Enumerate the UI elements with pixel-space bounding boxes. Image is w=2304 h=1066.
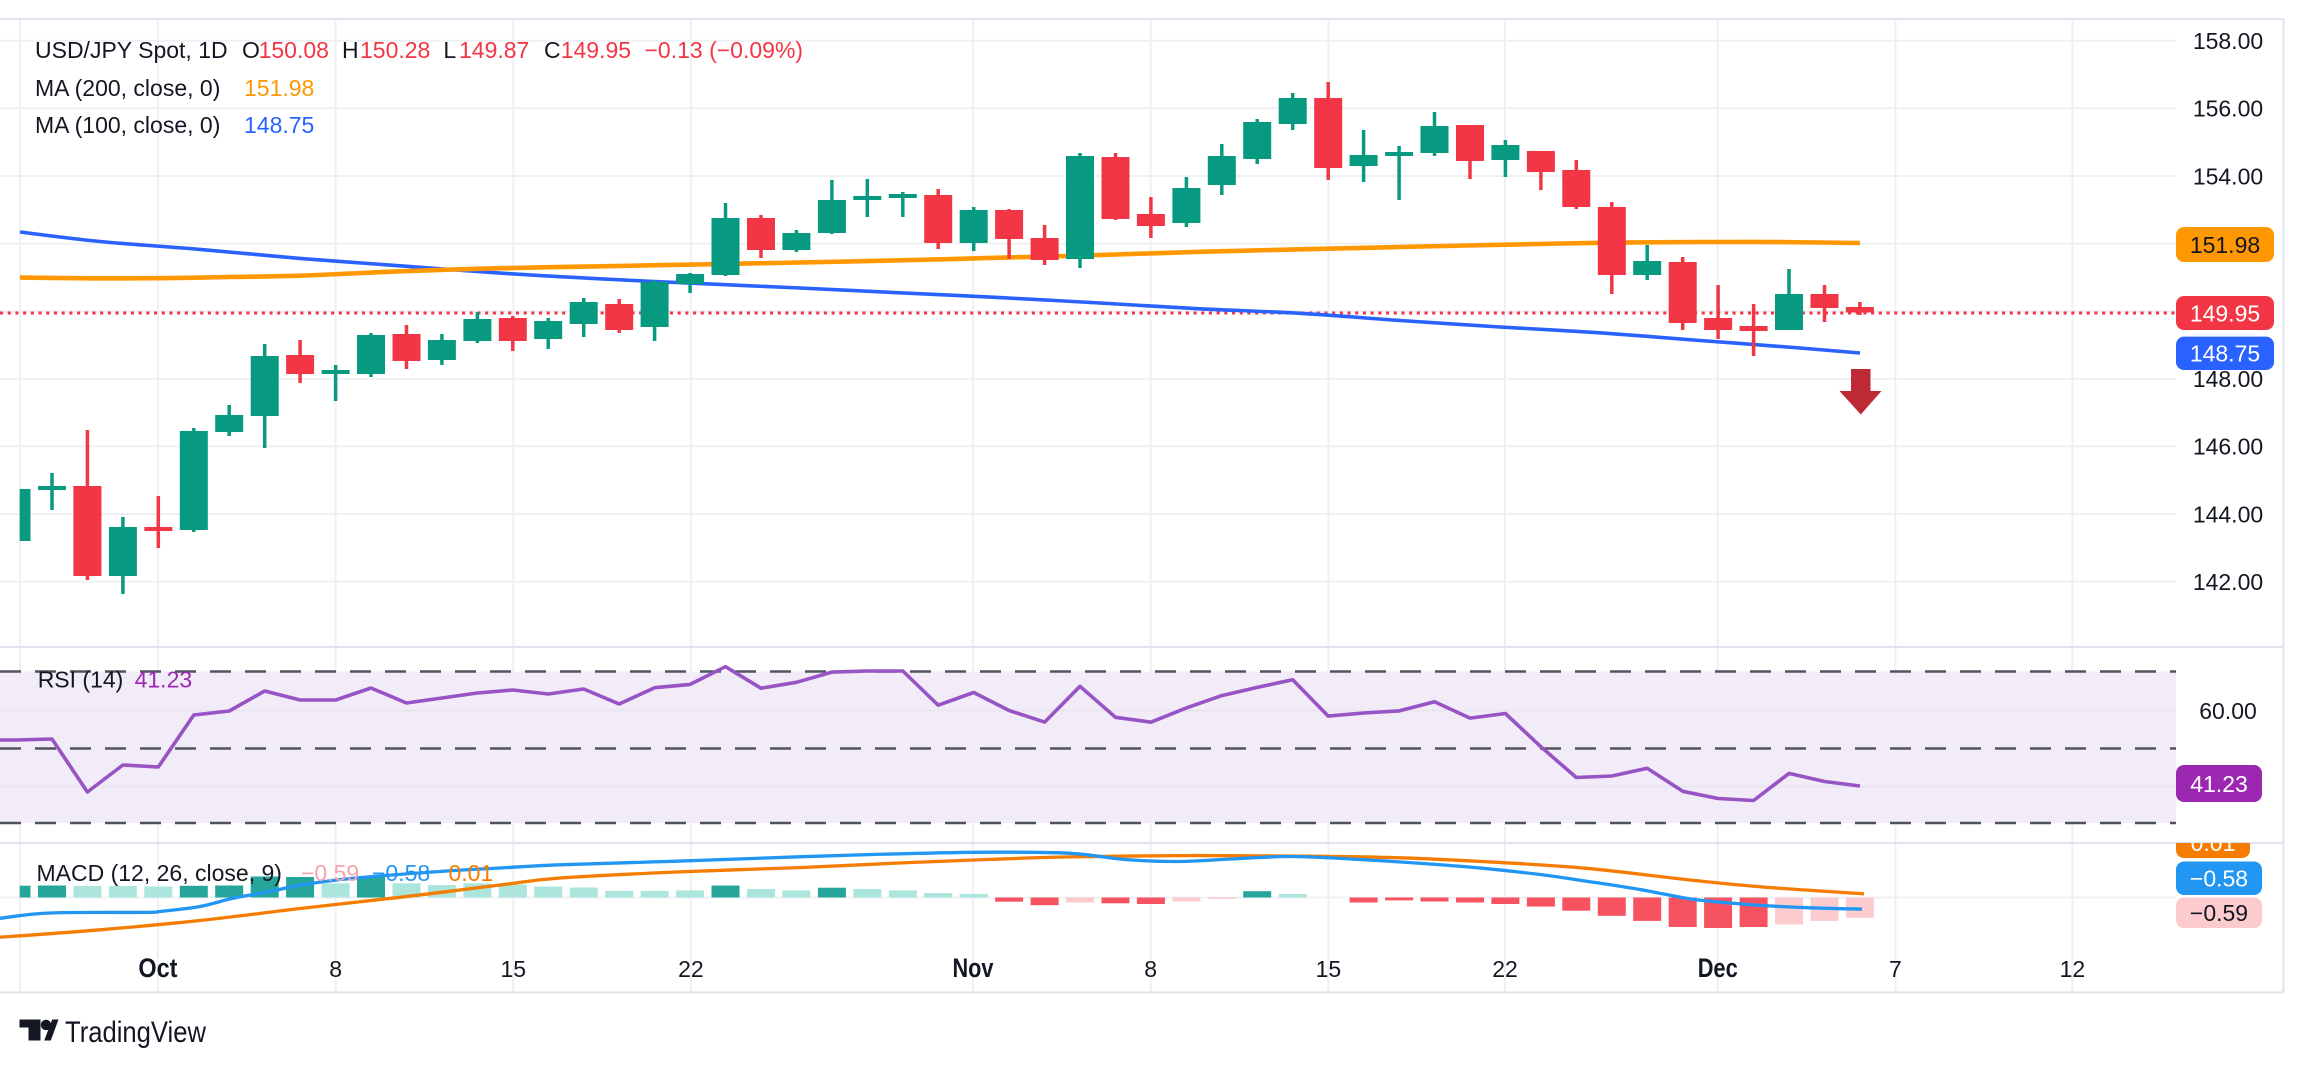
svg-text:MA (200, close, 0): MA (200, close, 0) [35,75,220,101]
svg-text:7: 7 [1889,956,1902,982]
svg-text:150.08: 150.08 [259,37,329,63]
svg-text:8: 8 [1144,956,1157,982]
svg-text:L: L [443,37,456,63]
svg-text:−0.58: −0.58 [372,860,430,886]
svg-text:Oct: Oct [138,953,177,983]
svg-text:60.00: 60.00 [2199,698,2257,724]
svg-text:TradingView: TradingView [65,1016,206,1049]
svg-text:0.01: 0.01 [2191,830,2236,856]
svg-text:MA (100, close, 0): MA (100, close, 0) [35,112,220,138]
svg-text:41.23: 41.23 [135,667,193,693]
svg-text:142.00: 142.00 [2193,569,2263,595]
svg-text:O: O [242,37,260,63]
svg-text:0.01: 0.01 [449,860,494,886]
svg-text:22: 22 [678,956,704,982]
svg-text:Dec: Dec [1698,953,1738,983]
svg-text:144.00: 144.00 [2193,501,2263,527]
svg-text:151.98: 151.98 [2190,232,2260,258]
svg-text:41.23: 41.23 [2190,771,2248,797]
svg-text:RSI (14): RSI (14) [38,667,124,693]
svg-text:C: C [544,37,561,63]
svg-text:154.00: 154.00 [2193,163,2263,189]
svg-text:8: 8 [329,956,342,982]
svg-text:H: H [342,37,359,63]
svg-text:150.28: 150.28 [360,37,430,63]
svg-text:146.00: 146.00 [2193,434,2263,460]
svg-text:149.87: 149.87 [459,37,529,63]
svg-text:15: 15 [1316,956,1342,982]
svg-text:151.98: 151.98 [244,75,314,101]
svg-text:−0.59: −0.59 [2190,900,2248,926]
svg-text:USD/JPY Spot, 1D: USD/JPY Spot, 1D [35,37,228,63]
svg-text:−0.58: −0.58 [2190,866,2248,892]
svg-text:148.00: 148.00 [2193,366,2263,392]
svg-text:149.95: 149.95 [561,37,631,63]
svg-text:−0.59: −0.59 [301,860,359,886]
svg-text:22: 22 [1492,956,1518,982]
svg-text:12: 12 [2060,956,2086,982]
svg-text:MACD (12, 26, close, 9): MACD (12, 26, close, 9) [37,860,282,886]
svg-text:158.00: 158.00 [2193,28,2263,54]
svg-text:148.75: 148.75 [244,112,314,138]
svg-text:149.95: 149.95 [2190,300,2260,326]
svg-text:15: 15 [501,956,527,982]
svg-text:Nov: Nov [953,953,994,983]
svg-text:156.00: 156.00 [2193,96,2263,122]
svg-text:148.75: 148.75 [2190,341,2260,367]
svg-text:−0.13 (−0.09%): −0.13 (−0.09%) [645,37,804,63]
